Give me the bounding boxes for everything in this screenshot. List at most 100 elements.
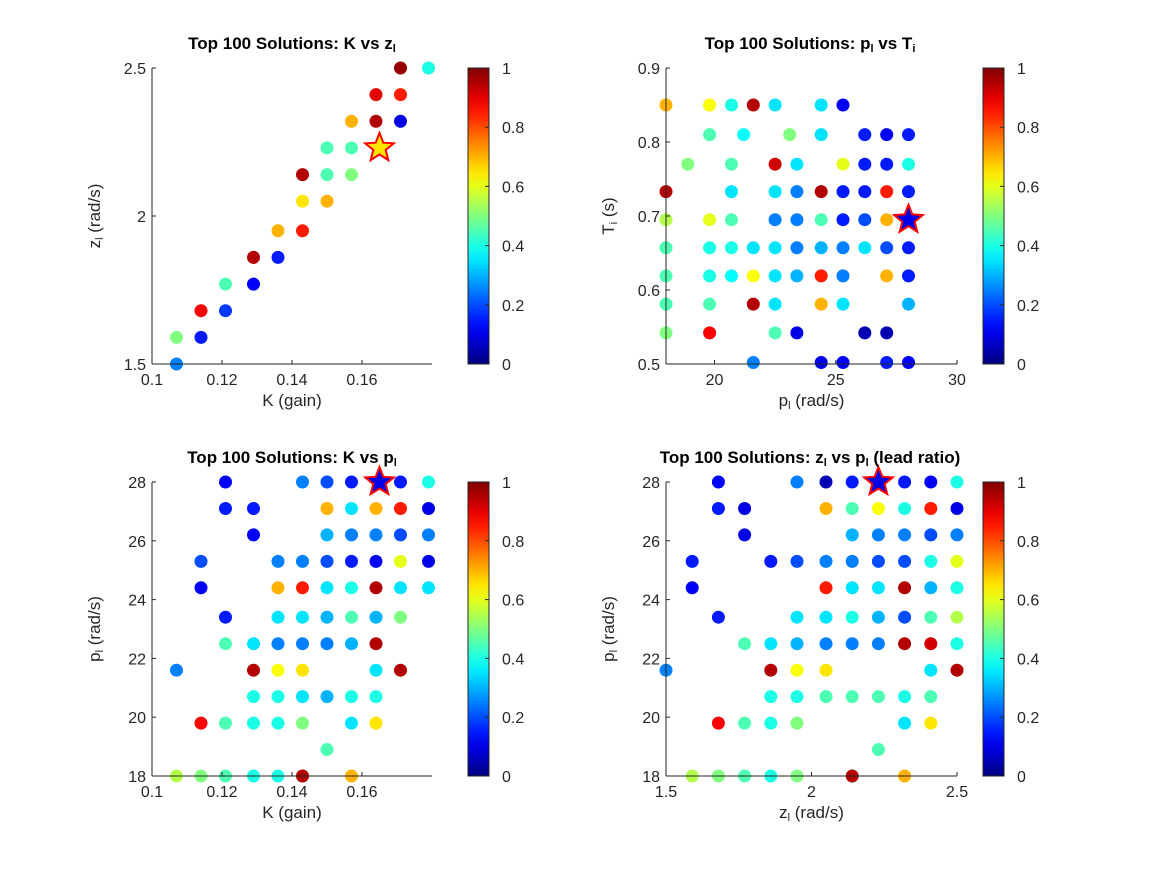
x-axis-label: K (gain) bbox=[262, 391, 322, 410]
colorbar-tick-label: 0.2 bbox=[502, 710, 524, 727]
scatter-point bbox=[790, 157, 804, 171]
colorbar-tick-label: 1 bbox=[1017, 475, 1026, 492]
scatter-point bbox=[924, 716, 938, 730]
colorbar-tick-label: 0.2 bbox=[1017, 710, 1039, 727]
scatter-point bbox=[725, 241, 738, 255]
scatter-point bbox=[902, 157, 915, 171]
scatter-panel-2: 20 25 30 0.5 0.6 0.7 0.8 0.9 Top 100 Solutions: … bbox=[599, 34, 1039, 412]
colorbar-tick-label: 0.2 bbox=[1017, 298, 1039, 315]
scatter-point bbox=[194, 554, 208, 568]
scatter-point bbox=[296, 637, 309, 651]
scatter-point bbox=[950, 663, 964, 677]
scatter-point bbox=[271, 554, 285, 568]
scatter-point bbox=[320, 194, 334, 208]
scatter-point bbox=[768, 297, 782, 311]
y-tick-label: 26 bbox=[128, 534, 146, 551]
colorbar-tick-label: 0.6 bbox=[1017, 593, 1039, 610]
scatter-point bbox=[422, 581, 435, 595]
colorbar-tick-label: 1 bbox=[502, 475, 511, 492]
scatter-point bbox=[814, 356, 828, 369]
colorbar bbox=[467, 67, 490, 365]
scatter-point bbox=[880, 269, 894, 283]
scatter-point bbox=[790, 241, 804, 255]
scatter-point bbox=[819, 663, 833, 677]
scatter-point bbox=[369, 88, 383, 102]
x-axis-label: K (gain) bbox=[262, 803, 322, 822]
scatter-point bbox=[845, 502, 859, 515]
y-tick-label: 0.7 bbox=[638, 209, 660, 226]
scatter-point bbox=[814, 98, 828, 112]
colorbar-tick-label: 0 bbox=[502, 357, 511, 374]
scatter-point bbox=[296, 554, 309, 568]
scatter-point bbox=[422, 554, 435, 568]
scatter-point bbox=[725, 185, 738, 199]
scatter-point bbox=[320, 141, 334, 155]
scatter-point bbox=[858, 157, 872, 171]
scatter-point bbox=[369, 690, 383, 704]
scatter-point bbox=[790, 716, 804, 730]
scatter-point bbox=[271, 637, 285, 651]
scatter-point bbox=[685, 581, 699, 595]
scatter-point bbox=[768, 157, 782, 171]
scatter-point bbox=[924, 581, 938, 595]
scatter-point bbox=[858, 241, 872, 255]
scatter-point bbox=[746, 241, 760, 255]
scatter-point bbox=[819, 502, 833, 515]
scatter-point bbox=[845, 528, 859, 542]
colorbar bbox=[982, 481, 1005, 777]
scatter-point bbox=[871, 528, 885, 542]
scatter-point bbox=[898, 554, 912, 568]
scatter-point bbox=[880, 128, 894, 142]
x-tick-label: 2 bbox=[807, 784, 816, 801]
scatter-point bbox=[790, 475, 804, 489]
scatter-point bbox=[711, 502, 725, 515]
y-tick-label: 22 bbox=[642, 651, 660, 668]
best-solution-star bbox=[362, 464, 397, 497]
scatter-point bbox=[898, 637, 912, 651]
scatter-point bbox=[219, 277, 232, 291]
scatter-point bbox=[247, 250, 260, 264]
scatter-point bbox=[394, 61, 407, 75]
scatter-point bbox=[898, 716, 912, 730]
y-tick-label: 2.5 bbox=[124, 61, 146, 78]
scatter-point bbox=[836, 98, 850, 112]
scatter-point bbox=[836, 241, 850, 255]
scatter-point bbox=[845, 690, 859, 704]
scatter-point bbox=[219, 716, 232, 730]
scatter-point bbox=[924, 528, 938, 542]
scatter-point bbox=[746, 98, 760, 112]
scatter-point bbox=[898, 610, 912, 624]
scatter-point bbox=[394, 663, 407, 677]
scatter-point bbox=[880, 185, 894, 199]
scatter-point bbox=[902, 128, 915, 142]
chart-title: Top 100 Solutions: K vs zl bbox=[188, 34, 396, 55]
scatter-point bbox=[880, 213, 894, 227]
scatter-point bbox=[422, 475, 435, 489]
scatter-point bbox=[219, 637, 232, 651]
scatter-point bbox=[764, 637, 778, 651]
scatter-point bbox=[836, 269, 850, 283]
scatter-point bbox=[320, 475, 334, 489]
scatter-point bbox=[320, 690, 334, 704]
scatter-point bbox=[819, 637, 833, 651]
scatter-point bbox=[790, 185, 804, 199]
scatter-point bbox=[871, 502, 885, 515]
scatter-point bbox=[746, 269, 760, 283]
scatter-point bbox=[703, 98, 717, 112]
scatter-point bbox=[819, 610, 833, 624]
scatter-point bbox=[369, 663, 383, 677]
y-tick-label: 22 bbox=[128, 651, 146, 668]
scatter-point bbox=[320, 502, 334, 515]
scatter-point bbox=[790, 610, 804, 624]
colorbar-tick-label: 0.4 bbox=[502, 651, 524, 668]
scatter-point bbox=[836, 213, 850, 227]
scatter-point bbox=[902, 297, 915, 311]
scatter-point bbox=[271, 663, 285, 677]
scatter-point bbox=[768, 326, 782, 340]
scatter-point bbox=[369, 114, 383, 128]
scatter-point bbox=[219, 502, 232, 515]
colorbar-tick-label: 0 bbox=[1017, 357, 1026, 374]
scatter-point bbox=[924, 690, 938, 704]
scatter-point bbox=[247, 690, 260, 704]
best-solution-star bbox=[362, 130, 397, 163]
